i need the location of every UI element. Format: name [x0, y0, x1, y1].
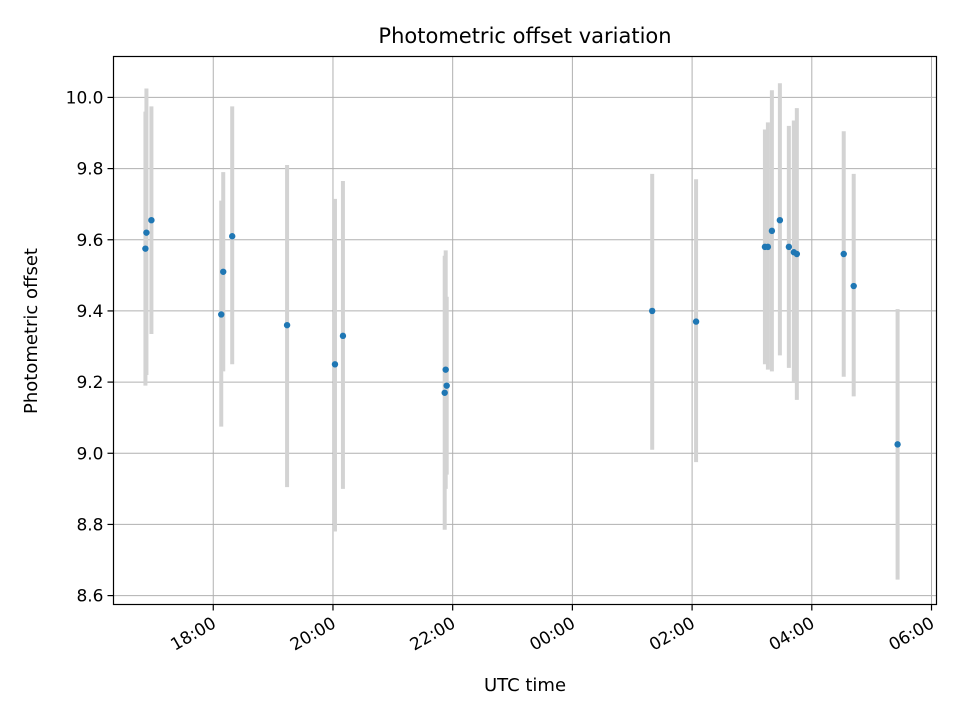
y-tick-label: 9.4: [76, 302, 103, 322]
data-point: [840, 250, 847, 258]
data-points: [142, 216, 901, 448]
x-axis-title: UTC time: [484, 675, 566, 696]
y-tick-label: 9.6: [76, 231, 103, 251]
data-point: [220, 268, 227, 275]
y-tick-label: 9.2: [76, 373, 103, 393]
y-tick-label: 9.0: [76, 444, 103, 464]
data-point: [339, 332, 347, 340]
y-axis-title: Photometric offset: [21, 248, 42, 414]
data-point: [850, 282, 857, 290]
data-point: [764, 243, 772, 251]
data-point: [692, 318, 700, 325]
data-point: [331, 361, 339, 368]
data-point: [768, 227, 776, 235]
chart-title: Photometric offset variation: [378, 24, 671, 48]
data-point: [443, 382, 450, 389]
y-tick-label: 8.6: [76, 587, 103, 607]
data-point: [148, 216, 155, 224]
data-point: [283, 321, 291, 329]
data-point: [442, 366, 449, 373]
grid: [113, 56, 937, 605]
data-point: [648, 307, 656, 315]
data-point: [218, 311, 225, 318]
data-point: [894, 441, 901, 448]
data-point: [142, 245, 149, 252]
data-point: [441, 389, 448, 396]
data-point: [785, 243, 793, 251]
y-tick-label: 9.8: [76, 160, 103, 180]
y-tick-label: 8.8: [76, 515, 103, 535]
plot-frame: [112, 55, 938, 606]
data-point: [793, 250, 801, 258]
data-point: [229, 233, 236, 240]
data-point: [143, 229, 150, 236]
y-axis-ticks: 8.6 8.8 9.0 9.2 9.4 9.6 9.8 10.0: [66, 88, 114, 607]
y-tick-label: 10.0: [66, 88, 104, 108]
data-point: [776, 216, 784, 224]
